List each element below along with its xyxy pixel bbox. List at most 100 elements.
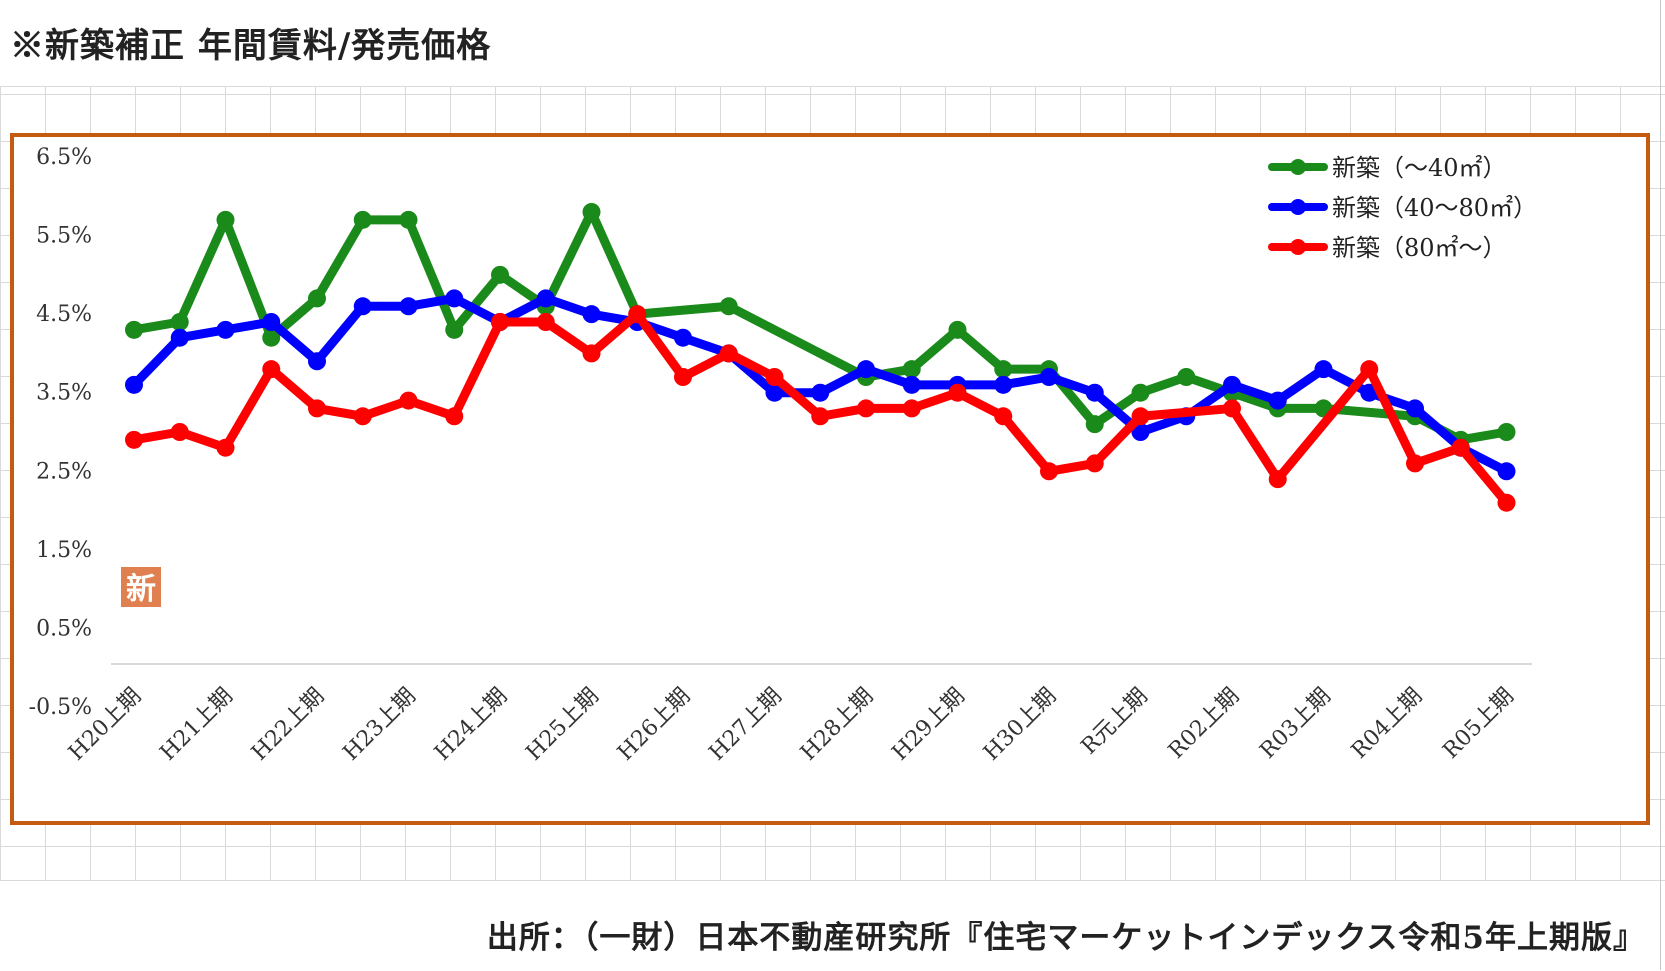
legend-swatch-marker: [1290, 159, 1306, 175]
data-point: [262, 313, 281, 331]
data-point: [125, 375, 143, 394]
data-point: [902, 360, 921, 379]
data-point: [674, 368, 692, 386]
data-point: [1085, 454, 1104, 473]
x-tick-label: H24上期: [430, 684, 512, 766]
new-badge: 新: [121, 567, 161, 607]
data-point: [353, 407, 372, 426]
y-tick-label: 2.5%: [36, 459, 92, 484]
data-point: [1268, 391, 1287, 410]
x-tick-label: R05上期: [1438, 684, 1518, 764]
series-2: [125, 305, 1516, 512]
data-point: [994, 360, 1013, 379]
data-point: [536, 289, 555, 308]
data-point: [491, 313, 509, 331]
data-point: [857, 399, 875, 418]
data-point: [170, 313, 189, 331]
footer-band: [0, 880, 1665, 971]
data-point: [582, 305, 601, 324]
data-point: [1223, 375, 1241, 394]
y-tick-label: 1.5%: [36, 538, 92, 563]
x-tick-label: H28上期: [796, 684, 878, 766]
y-tick-label: -0.5%: [29, 695, 92, 720]
data-point: [125, 430, 143, 449]
data-point: [216, 438, 235, 457]
data-point: [308, 352, 326, 371]
x-tick-label: H25上期: [522, 684, 604, 766]
legend: 新築（～40㎡） 新築（40～80㎡） 新築（80㎡～）: [1268, 154, 1537, 262]
data-point: [308, 399, 326, 418]
data-point: [765, 368, 784, 386]
data-point: [125, 320, 143, 339]
legend-label: 新築（～40㎡）: [1332, 154, 1507, 182]
x-tick-label: H22上期: [247, 684, 329, 766]
data-point: [1131, 383, 1150, 402]
legend-label: 新築（80㎡～）: [1332, 234, 1507, 262]
y-axis-ticks: -0.5% 0.5% 1.5% 2.5% 3.5% 4.5% 5.5% 6.5%: [29, 145, 92, 720]
data-point: [1040, 462, 1058, 481]
data-point: [1131, 423, 1150, 441]
x-tick-label: H23上期: [339, 684, 421, 766]
data-point: [1085, 415, 1104, 434]
legend-swatch-marker: [1290, 199, 1306, 215]
data-point: [948, 383, 967, 402]
x-tick-label: R02上期: [1164, 684, 1244, 764]
data-point: [216, 210, 235, 229]
header-band: [0, 0, 1665, 87]
data-point: [994, 407, 1013, 426]
data-point: [308, 289, 326, 308]
data-point: [674, 328, 692, 347]
y-tick-label: 4.5%: [36, 302, 92, 327]
data-point: [399, 297, 418, 316]
page-title: ※新築補正 年間賃料/発売価格: [10, 26, 492, 66]
data-point: [1406, 454, 1424, 473]
data-point: [170, 328, 189, 347]
data-point: [1314, 360, 1333, 379]
data-point: [1451, 438, 1470, 457]
data-point: [719, 297, 738, 316]
data-point: [1085, 383, 1104, 402]
legend-label: 新築（40～80㎡）: [1332, 194, 1537, 222]
data-point: [216, 320, 235, 339]
x-axis-ticks: H20上期 H21上期 H22上期 H23上期 H24上期 H25上期 H26上期 H27上期…: [64, 684, 1519, 766]
data-point: [582, 344, 601, 363]
data-point: [582, 203, 601, 221]
data-point: [1406, 399, 1424, 418]
data-point: [491, 265, 509, 284]
data-point: [857, 360, 875, 379]
data-point: [1177, 368, 1196, 386]
data-point: [628, 305, 647, 324]
x-tick-label: H26上期: [613, 684, 695, 766]
y-tick-label: 6.5%: [36, 145, 92, 170]
series-layer: [125, 203, 1516, 512]
data-point: [536, 313, 555, 331]
line-chart: -0.5% 0.5% 1.5% 2.5% 3.5% 4.5% 5.5% 6.5% H20上期 H…: [29, 145, 1537, 766]
legend-swatch-marker: [1290, 239, 1306, 255]
data-point: [1360, 360, 1379, 379]
data-point: [353, 210, 372, 229]
sheet-edge: [1660, 0, 1661, 970]
y-tick-label: 0.5%: [36, 616, 92, 641]
x-tick-label: H29上期: [888, 684, 970, 766]
x-tick-label: R03上期: [1255, 684, 1335, 764]
data-point: [262, 328, 281, 347]
y-tick-label: 3.5%: [36, 381, 92, 406]
data-point: [445, 407, 464, 426]
x-tick-label: H30上期: [979, 684, 1061, 766]
data-point: [1223, 399, 1241, 418]
data-point: [719, 344, 738, 363]
chart-frame[interactable]: -0.5% 0.5% 1.5% 2.5% 3.5% 4.5% 5.5% 6.5% H20上期 H…: [10, 133, 1650, 825]
series-1: [125, 289, 1516, 481]
source-note: 出所：（一財）日本不動産研究所『住宅マーケットインデックス令和5年上期版』: [486, 920, 1645, 956]
data-point: [902, 399, 921, 418]
data-point: [1497, 462, 1516, 481]
data-point: [353, 297, 372, 316]
data-point: [170, 423, 189, 441]
x-tick-label: H27上期: [705, 684, 787, 766]
x-tick-label: R元上期: [1077, 684, 1153, 760]
data-point: [399, 210, 418, 229]
data-point: [902, 375, 921, 394]
data-point: [1268, 470, 1287, 489]
data-point: [765, 383, 784, 402]
data-point: [445, 289, 464, 308]
